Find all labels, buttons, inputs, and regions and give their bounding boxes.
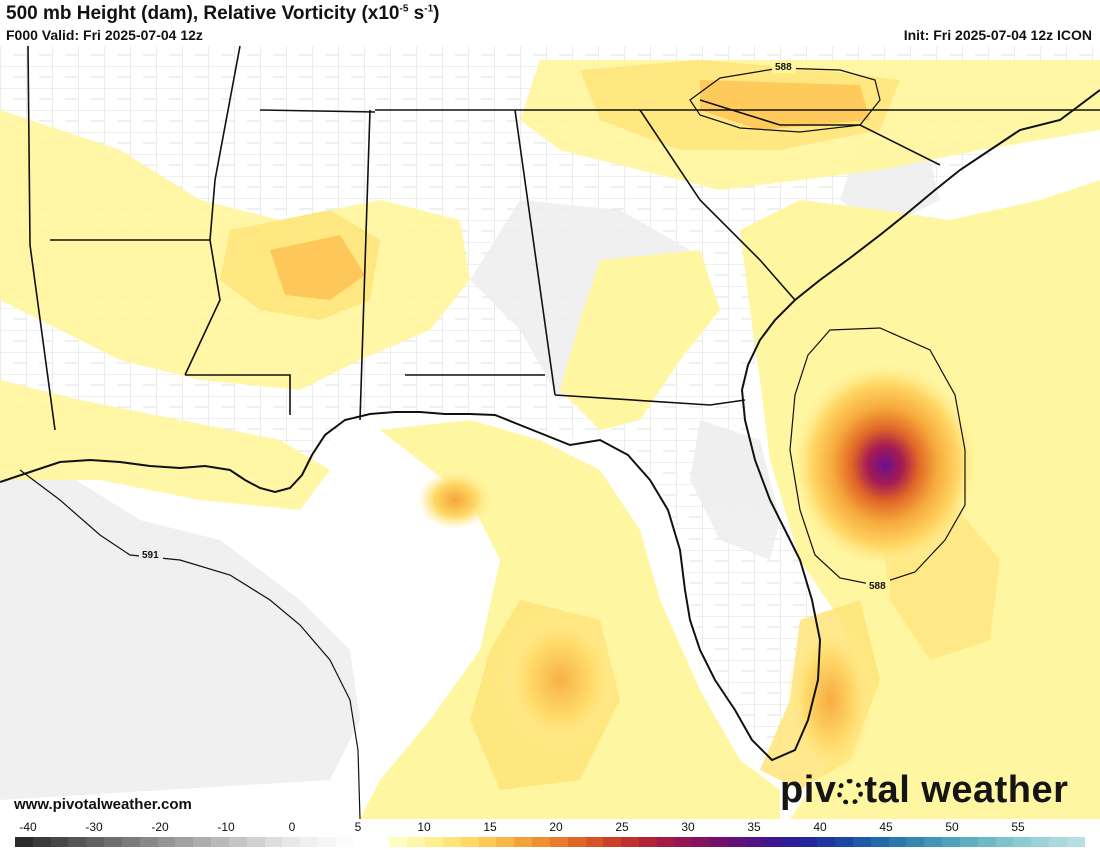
colorbar-tick-label: 5 (354, 820, 362, 834)
header: 500 mb Height (dam), Relative Vorticity … (0, 0, 1100, 46)
colorbar-tick-label: 15 (483, 820, 497, 834)
colorbar-swatch (995, 837, 1014, 847)
gear-icon (837, 779, 864, 805)
colorbar-tick-label: 35 (747, 820, 761, 834)
colorbar-swatch (282, 837, 301, 847)
coastline (0, 89, 1100, 762)
contour-label-588-east: 588 (869, 581, 886, 592)
colorbar-swatch (442, 837, 461, 847)
colorbar-swatch (656, 837, 675, 847)
colorbar-swatch (870, 837, 889, 847)
colorbar-swatches (15, 837, 1085, 847)
colorbar-swatch (318, 837, 336, 847)
colorbar-swatch (692, 837, 711, 847)
colorbar-swatch (300, 837, 319, 847)
colorbar-swatch (175, 837, 194, 847)
colorbar: -40 -30 -20 -10 0 5 10 15 20 25 30 35 40 45 50 55 (0, 819, 1100, 850)
colorbar-swatch (977, 837, 996, 847)
colorbar-tick-label: 45 (879, 820, 893, 834)
colorbar-swatch (817, 837, 836, 847)
chart-title: 500 mb Height (dam), Relative Vorticity … (6, 3, 440, 24)
colorbar-tick-label: 55 (1011, 820, 1025, 834)
positive-vorticity-shading (0, 60, 1100, 819)
height-contour-591 (19, 469, 361, 819)
colorbar-swatch (496, 837, 515, 847)
colorbar-swatch (621, 837, 639, 847)
colorbar-swatch (763, 837, 782, 847)
colorbar-swatch (514, 837, 533, 847)
colorbar-tick-label: -20 (151, 820, 169, 834)
colorbar-swatch (353, 837, 372, 847)
height-contour-588-north (689, 67, 881, 133)
colorbar-swatch (942, 837, 960, 847)
colorbar-swatch (1049, 837, 1067, 847)
colorbar-swatch (710, 837, 729, 847)
colorbar-swatch (121, 837, 140, 847)
colorbar-swatch (585, 837, 604, 847)
colorbar-swatch (425, 837, 443, 847)
colorbar-tick-label: 10 (417, 820, 431, 834)
colorbar-labels: -40 -30 -20 -10 0 5 10 15 20 25 30 35 40 45 50 55 (0, 819, 1100, 835)
height-contour-588-east (789, 327, 966, 586)
contour-label-591: 591 (142, 550, 159, 561)
valid-time: F000 Valid: Fri 2025-07-04 12z (6, 27, 203, 43)
contour-labels: 588 588 591 (139, 60, 890, 592)
colorbar-swatch (407, 837, 426, 847)
colorbar-swatch (728, 837, 746, 847)
init-time: Init: Fri 2025-07-04 12z ICON (903, 27, 1092, 43)
vorticity-maximum (790, 360, 980, 570)
colorbar-swatch (460, 837, 479, 847)
colorbar-tick-label: 0 (288, 820, 296, 834)
colorbar-tick-label: 30 (681, 820, 695, 834)
website-url: www.pivotalweather.com (14, 796, 192, 813)
colorbar-swatch (567, 837, 586, 847)
colorbar-tick-label: 20 (549, 820, 563, 834)
colorbar-swatch (50, 837, 69, 847)
colorbar-swatch (389, 837, 408, 847)
state-borders (27, 46, 1100, 431)
colorbar-swatch (86, 837, 105, 847)
colorbar-swatch (478, 837, 497, 847)
colorbar-swatch (157, 837, 176, 847)
colorbar-swatch (959, 837, 978, 847)
colorbar-swatch (835, 837, 853, 847)
colorbar-swatch (32, 837, 51, 847)
colorbar-tick-label: 25 (615, 820, 629, 834)
colorbar-swatch (335, 837, 354, 847)
colorbar-swatch (638, 837, 657, 847)
colorbar-swatch (532, 837, 550, 847)
colorbar-swatch (906, 837, 925, 847)
colorbar-swatch (1013, 837, 1032, 847)
colorbar-swatch (603, 837, 622, 847)
colorbar-swatch (888, 837, 907, 847)
colorbar-swatch (1066, 837, 1085, 847)
colorbar-swatch (139, 837, 158, 847)
colorbar-tick-label: 50 (945, 820, 959, 834)
colorbar-swatch (264, 837, 283, 847)
brand-logo: piv tal weather (780, 769, 1069, 811)
colorbar-swatch (852, 837, 871, 847)
colorbar-swatch (15, 837, 33, 847)
colorbar-swatch (1031, 837, 1050, 847)
colorbar-swatch (799, 837, 818, 847)
colorbar-swatch (211, 837, 229, 847)
colorbar-tick-label: -30 (85, 820, 103, 834)
colorbar-swatch (193, 837, 212, 847)
colorbar-swatch (68, 837, 87, 847)
colorbar-tick-label: -40 (19, 820, 37, 834)
colorbar-swatch (924, 837, 943, 847)
vorticity-map: 588 588 591 (0, 46, 1100, 819)
colorbar-swatch (246, 837, 265, 847)
colorbar-swatch (104, 837, 122, 847)
colorbar-swatch (745, 837, 764, 847)
colorbar-swatch (228, 837, 247, 847)
colorbar-tick-label: -10 (217, 820, 235, 834)
contour-label-588-north: 588 (775, 62, 792, 73)
colorbar-swatch (549, 837, 568, 847)
colorbar-swatch (371, 837, 390, 847)
colorbar-swatch (674, 837, 693, 847)
colorbar-swatch (781, 837, 800, 847)
colorbar-tick-label: 40 (813, 820, 827, 834)
